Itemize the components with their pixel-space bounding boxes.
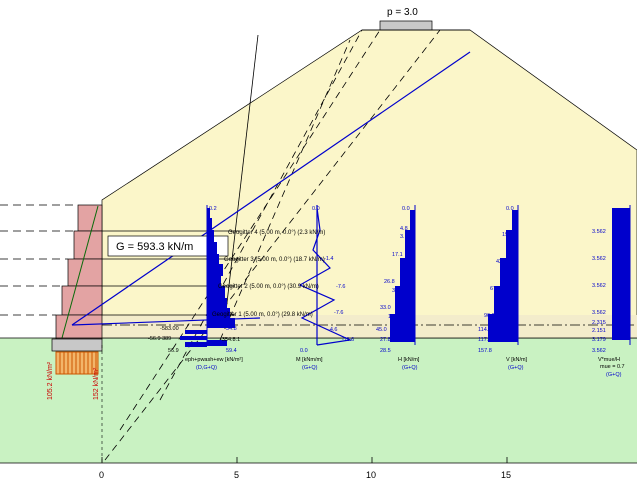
v-bottom: 157.8 (478, 348, 492, 354)
load-label: p = 3.0 (387, 7, 418, 18)
v-subtitle: (G+Q) (508, 365, 524, 371)
m-top: 0.0 (312, 206, 320, 212)
r-subtitle: (G+Q) (606, 372, 622, 378)
panel-shear-v (488, 205, 519, 345)
m-label: -4.6 (328, 327, 337, 333)
m-subtitle: (G+Q) (302, 365, 318, 371)
panel-moment (298, 205, 353, 346)
v-label: 42.1 (496, 259, 507, 265)
ep-subtitle: (D,G+Q) (196, 365, 217, 371)
h-label: 3.6 (400, 261, 408, 267)
weight-label: G = 593.3 kN/m (116, 241, 193, 253)
ep-label: -583.00 (160, 326, 179, 332)
r-label: 2.151 (592, 328, 606, 334)
v-label: 96.0 (484, 313, 495, 319)
h-bottom: 28.5 (380, 348, 391, 354)
ground-green (0, 338, 637, 463)
m-title: M [kNm/m] (296, 357, 323, 363)
h-label: 3.8 (392, 288, 400, 294)
geogrid-label-4: Geogitter 4 (5.00 m, 0.0°) (2.3 kN/m) (228, 230, 325, 236)
ep-label: 59.4 (226, 348, 237, 354)
h-label: 26.8 (384, 279, 395, 285)
v-top: 0.0 (506, 206, 514, 212)
failure-line-solid (224, 34, 259, 321)
ep-top: 0.2 (209, 206, 217, 212)
x-tick-10: 10 (366, 470, 376, 480)
m-bottom: 0.0 (300, 348, 308, 354)
geogrid-label-1: Geogitter 1 (5.00 m, 0.0°) (29.8 kN/m) (212, 312, 313, 318)
wall-block (67, 258, 103, 287)
wall-block (55, 314, 103, 340)
ground-pressure-left: 105.2 kN/m² (47, 361, 54, 400)
h-title: H [kN/m] (398, 357, 420, 363)
m-label: -7.6 (334, 310, 343, 316)
ep-label: -56.9 389 (148, 336, 171, 342)
r-label: 3.562 (592, 348, 606, 354)
m-label: -1.4 (324, 256, 333, 262)
ground-pressure-right: 152 kN/m² (93, 367, 100, 400)
x-tick-5: 5 (234, 470, 239, 480)
h-subtitle: (G+Q) (402, 365, 418, 371)
wall-foundation (51, 338, 103, 352)
panel-earth-pressure (180, 205, 235, 347)
ground-pressure-bars (55, 351, 99, 375)
layer-dash-lines (0, 204, 78, 316)
ep-title: eph+pwash+ew [kN/m²] (185, 357, 243, 363)
weight-box (107, 235, 229, 257)
x-axis (0, 345, 637, 464)
r-label: 3.179 (592, 337, 606, 343)
v-label: 114.6 (478, 327, 491, 333)
h-label: 3.1 (400, 234, 408, 240)
r-label: 3.562 (592, 283, 606, 289)
r-mue: mue = 0.7 (600, 364, 625, 370)
panel-ratio (612, 205, 631, 345)
r-label: 3.562 (592, 229, 606, 235)
h-label: 33.0 (380, 305, 391, 311)
h-top: 0.0 (402, 206, 410, 212)
geogrid-label-3: Geogitter 3 (5.00 m, 0.0°) (18.7 kN/m) (224, 257, 325, 263)
wall (51, 204, 103, 352)
r-title: V*mue/H (598, 357, 620, 363)
m-label: -11.6 (342, 337, 354, 343)
wall-axis-line (61, 205, 99, 339)
h-label: 17.1 (392, 252, 403, 258)
v-label: 67.7 (490, 286, 501, 292)
wall-block (61, 285, 103, 316)
h-label: 27.8 (380, 337, 391, 343)
h-label: 19.6 (388, 314, 399, 320)
v-label: 19.5 (502, 232, 513, 238)
h-label: 45.0 (376, 327, 387, 333)
wall-block (73, 230, 103, 260)
m-label: -7.6 (336, 284, 345, 290)
v-label: 117.7 (478, 337, 491, 343)
backfill-soil (101, 29, 637, 339)
ep-label: -354.8.1 (220, 337, 240, 343)
r-label: 2.315 (592, 320, 606, 326)
r-label: 3.562 (592, 256, 606, 262)
x-tick-15: 15 (501, 470, 511, 480)
ep-bottom: 56.9 (168, 348, 179, 354)
r-label: 3.562 (592, 310, 606, 316)
v-title: V [kN/m] (506, 357, 528, 363)
geogrid-label-2: Geogitter 2 (5.00 m, 0.0°) (30.9 kN/m) (218, 284, 319, 290)
wall-block (77, 204, 103, 232)
surface-load-plate (379, 20, 433, 31)
slip-lines (104, 29, 441, 461)
panel-shear-h (390, 205, 416, 345)
h-label: 4.8 (400, 226, 408, 232)
x-tick-0: 0 (99, 470, 104, 480)
ep-label: 34.8 (226, 326, 237, 332)
